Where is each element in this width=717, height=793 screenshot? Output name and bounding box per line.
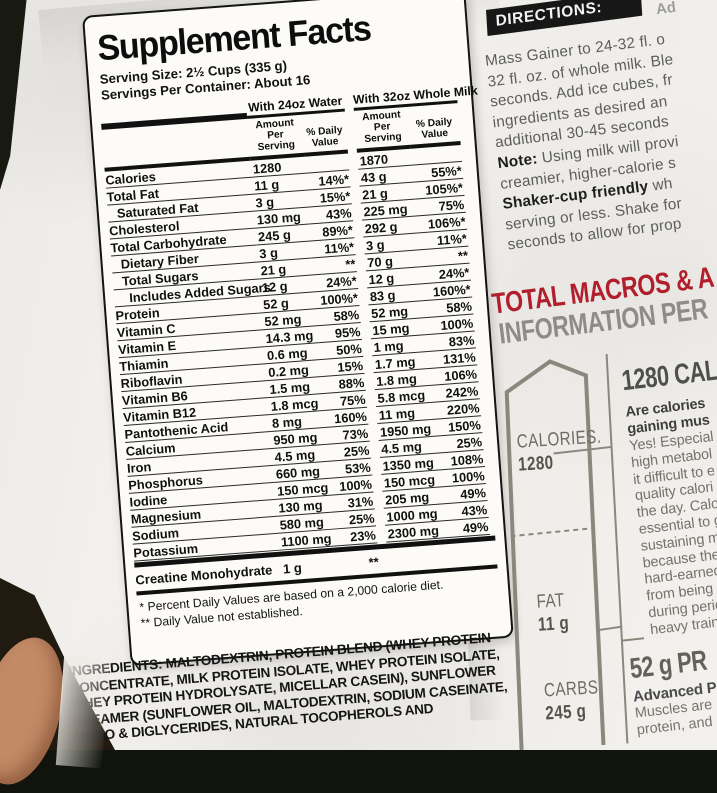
water-dv: 23% <box>332 527 378 548</box>
water-dv: 25% <box>331 510 377 531</box>
directions-first-word-fragment: Ad <box>654 0 678 19</box>
water-dv: 31% <box>329 493 375 514</box>
water-dv: 24%* <box>313 273 359 293</box>
nutrient-amount: 1 g <box>282 559 303 577</box>
water-dv: 73% <box>324 426 370 446</box>
water-dv: 100% <box>328 476 374 497</box>
nutrient-dv: ** <box>368 554 380 570</box>
background-dark-corner <box>0 0 27 190</box>
water-dv: 53% <box>327 459 373 480</box>
gauge-section-label: FAT <box>535 590 566 613</box>
water-dv: 50% <box>318 341 364 361</box>
gauge-section-label: CARBS <box>543 677 599 702</box>
water-dv: 11%* <box>310 239 356 259</box>
water-dv: 14%* <box>305 171 351 192</box>
supplement-facts-panel: Supplement Facts Serving Size: 2½ Cups (… <box>82 0 514 667</box>
water-dv: 88% <box>320 375 366 395</box>
milk-amount-subheader: Amount Per Serving <box>353 106 411 154</box>
water-dv: 89%* <box>309 222 355 242</box>
water-dv: 15% <box>319 358 365 378</box>
protein-info-block: 52 g PR Advanced P Muscles are protein, a… <box>628 638 717 739</box>
gauge-section: CALORIES. 1280 <box>516 425 624 476</box>
directions-heading: DIRECTIONS: <box>495 0 603 30</box>
milk-dv-subheader: % Daily Value <box>408 113 461 150</box>
right-panel: DIRECTIONS: Ad Mass Gainer to 24-32 fl. … <box>478 0 717 751</box>
water-dv: 100%* <box>314 290 360 310</box>
directions-text: Mass Gainer to 24-32 fl. o 32 fl. oz. of … <box>484 20 717 256</box>
water-dv: 43% <box>308 205 354 225</box>
gauge-section-value: 11 g <box>537 612 570 636</box>
column-gutter <box>379 561 388 562</box>
water-dv: 25% <box>325 443 372 463</box>
bag-fold-highlight <box>55 655 111 769</box>
gauge-section-value: 245 g <box>544 700 587 725</box>
directions-heading-box: DIRECTIONS: <box>486 0 643 37</box>
empty-cell <box>388 553 492 561</box>
water-dv: 75% <box>322 392 368 412</box>
water-dv: 95% <box>317 324 363 344</box>
gauge-outline-icon <box>504 354 645 751</box>
nutrient-rows: Calories 1280 1870 Total Fat 11 g 14%* 43 g 55%… <box>104 145 495 563</box>
directions-bold-text: Note: <box>496 150 539 173</box>
gauge-section: FAT 11 g <box>536 589 578 636</box>
water-dv: 160% <box>323 409 369 429</box>
water-dv: 58% <box>315 307 361 327</box>
water-dv: ** <box>311 256 358 276</box>
water-dv: 15%* <box>306 188 352 208</box>
gauge-section: CARBS 245 g <box>543 676 614 725</box>
water-dv-subheader: % Daily Value <box>301 122 349 158</box>
water-amount-subheader: Amount Per Serving <box>247 114 305 162</box>
macro-gauge: CALORIES. 1280 FAT 11 g CARBS 245 g <box>478 337 717 751</box>
